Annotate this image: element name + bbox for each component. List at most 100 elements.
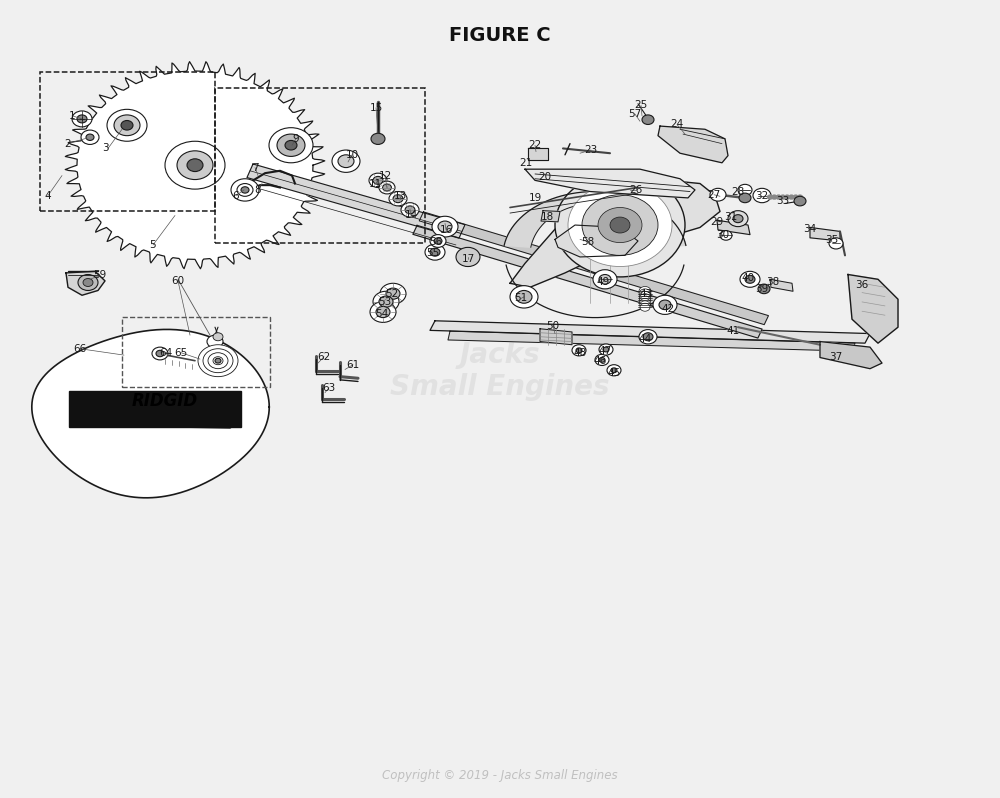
Circle shape	[277, 134, 305, 156]
Text: 28: 28	[731, 187, 745, 196]
Circle shape	[81, 130, 99, 144]
Circle shape	[595, 354, 609, 365]
Text: 32: 32	[755, 191, 769, 200]
Circle shape	[568, 184, 672, 267]
Circle shape	[555, 173, 685, 277]
Circle shape	[379, 181, 395, 194]
Text: Jacks
Small Engines: Jacks Small Engines	[390, 341, 610, 401]
Circle shape	[107, 109, 147, 141]
Text: 61: 61	[346, 360, 360, 369]
Text: 3: 3	[102, 144, 108, 153]
Text: 63: 63	[322, 383, 336, 393]
Text: 20: 20	[538, 172, 552, 182]
Circle shape	[165, 141, 225, 189]
Text: 15: 15	[369, 103, 383, 113]
Circle shape	[393, 195, 403, 203]
Circle shape	[432, 216, 458, 237]
Circle shape	[379, 296, 393, 307]
Text: 8: 8	[255, 185, 261, 195]
Polygon shape	[658, 126, 728, 163]
Text: 56: 56	[429, 237, 443, 247]
Text: 64: 64	[159, 348, 173, 358]
Polygon shape	[528, 148, 548, 160]
Text: 36: 36	[855, 280, 869, 290]
Circle shape	[380, 283, 406, 304]
Polygon shape	[848, 275, 898, 343]
Circle shape	[745, 275, 755, 283]
Circle shape	[829, 238, 843, 249]
Circle shape	[338, 155, 354, 168]
Circle shape	[610, 217, 630, 233]
Circle shape	[332, 150, 360, 172]
Polygon shape	[504, 192, 686, 247]
Text: 41: 41	[726, 326, 740, 336]
Circle shape	[203, 349, 233, 373]
Circle shape	[187, 159, 203, 172]
Circle shape	[198, 345, 238, 377]
Text: 37: 37	[829, 352, 843, 361]
Text: 48: 48	[573, 348, 587, 358]
Circle shape	[401, 203, 419, 217]
Bar	[40, 72, 215, 211]
Circle shape	[516, 290, 532, 303]
Polygon shape	[66, 271, 105, 295]
Text: 23: 23	[584, 145, 598, 155]
Circle shape	[213, 333, 223, 341]
Text: 42: 42	[661, 304, 675, 314]
Text: FIGURE C: FIGURE C	[449, 26, 551, 45]
Text: 55: 55	[426, 248, 440, 258]
Circle shape	[121, 120, 133, 130]
Text: 33: 33	[776, 196, 790, 206]
Text: 47: 47	[598, 346, 612, 356]
Text: 35: 35	[825, 235, 839, 245]
Text: 9: 9	[293, 134, 299, 144]
Circle shape	[156, 350, 164, 357]
Bar	[215, 88, 425, 243]
Circle shape	[386, 288, 400, 299]
Circle shape	[114, 115, 140, 136]
Circle shape	[383, 184, 391, 191]
Circle shape	[788, 195, 794, 200]
Circle shape	[739, 193, 751, 203]
Text: 16: 16	[439, 225, 453, 235]
Circle shape	[430, 248, 440, 256]
Text: 34: 34	[803, 224, 817, 234]
Circle shape	[599, 275, 611, 284]
Circle shape	[582, 195, 658, 255]
Text: 66: 66	[73, 344, 87, 354]
Polygon shape	[820, 342, 882, 369]
Circle shape	[572, 345, 586, 356]
Circle shape	[430, 235, 446, 247]
Circle shape	[213, 357, 223, 365]
Polygon shape	[540, 329, 572, 345]
Circle shape	[740, 271, 760, 287]
Circle shape	[643, 333, 653, 341]
Circle shape	[285, 140, 297, 150]
Text: 25: 25	[634, 101, 648, 110]
Text: 14: 14	[404, 211, 418, 220]
Circle shape	[642, 115, 654, 124]
Circle shape	[83, 279, 93, 286]
Circle shape	[237, 184, 253, 196]
Circle shape	[776, 195, 782, 200]
Circle shape	[720, 231, 732, 240]
Text: 21: 21	[519, 158, 533, 168]
Circle shape	[639, 291, 651, 300]
Circle shape	[152, 347, 168, 360]
Text: 24: 24	[670, 120, 684, 129]
Text: 26: 26	[629, 185, 643, 195]
Polygon shape	[541, 211, 560, 222]
Text: 38: 38	[766, 277, 780, 286]
Text: 12: 12	[378, 172, 392, 181]
Circle shape	[738, 184, 752, 196]
Circle shape	[639, 294, 651, 302]
Text: 58: 58	[581, 237, 595, 247]
Circle shape	[389, 192, 407, 206]
Text: 5: 5	[150, 240, 156, 250]
Circle shape	[77, 115, 87, 123]
Circle shape	[607, 365, 621, 376]
Circle shape	[640, 298, 650, 307]
Circle shape	[72, 111, 92, 127]
Circle shape	[639, 330, 657, 344]
Circle shape	[269, 128, 313, 163]
